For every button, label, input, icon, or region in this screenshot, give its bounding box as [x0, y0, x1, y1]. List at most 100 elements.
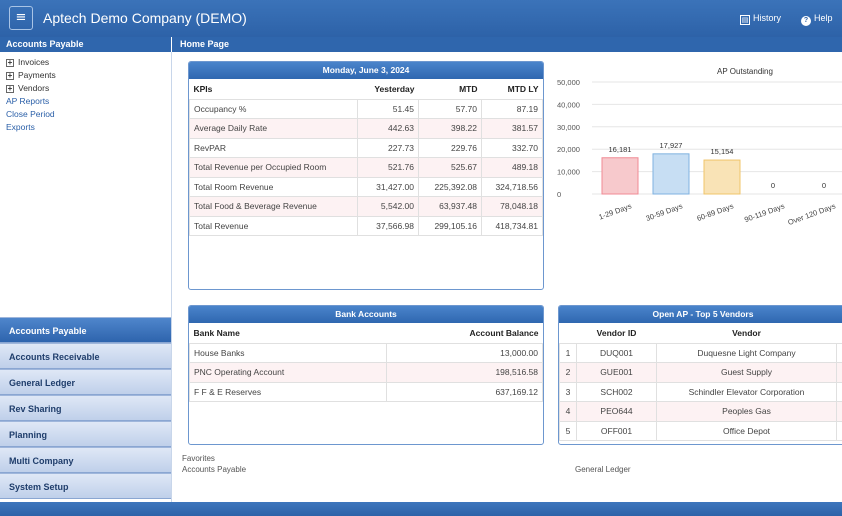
kpi-col-header: Yesterday — [374, 83, 415, 94]
bank-name: House Banks — [189, 342, 387, 363]
nav-rev-sharing[interactable]: Rev Sharing — [0, 395, 171, 421]
chart-y-tick: 30,000 — [557, 123, 580, 132]
tree-item-vendors[interactable]: + Vendors — [6, 82, 56, 95]
vendor-name: Office Depot — [656, 420, 837, 441]
kpi-value: 87.19 — [481, 98, 543, 119]
vendor-name: Guest Supply — [656, 362, 837, 383]
vendor-rank: 3 — [559, 381, 577, 402]
tree-item-payments[interactable]: + Payments — [6, 69, 56, 82]
vendor-row[interactable]: 5 OFF001 Office Depot — [559, 420, 842, 441]
left-section-title: Accounts Payable — [0, 37, 171, 52]
vendors-col-header-index — [560, 323, 577, 343]
bank-balance: 198,516.58 — [386, 362, 543, 383]
vendor-id: GUE001 — [576, 362, 657, 383]
footer-bar — [0, 502, 842, 516]
expand-icon[interactable]: + — [6, 84, 14, 93]
chart-bar — [601, 157, 639, 195]
nav-accounts-payable[interactable]: Accounts Payable — [0, 317, 171, 343]
vendor-row[interactable]: 1 DUQ001 Duquesne Light Company — [559, 342, 842, 363]
kpi-value: 332.70 — [481, 137, 543, 158]
module-nav: Accounts Payable Accounts Receivable Gen… — [0, 317, 171, 499]
ap-outstanding-svg: AP Outstanding 0 10,000 20,000 30,000 40,000 5… — [557, 67, 842, 227]
kpi-value: 229.76 — [418, 137, 482, 158]
vendor-row[interactable]: 3 SCH002 Schindler Elevator Corporation — [559, 381, 842, 402]
kpi-row: Average Daily Rate 442.63 398.22 381.57 — [189, 118, 543, 139]
kpi-value: 381.57 — [481, 118, 543, 139]
ap-outstanding-chart: AP Outstanding 0 10,000 20,000 30,000 40,000 5… — [555, 60, 842, 240]
menu-icon[interactable]: ≡ — [9, 6, 33, 30]
chart-x-tick: 60-89 Days — [696, 201, 735, 223]
top-vendors-panel: Open AP - Top 5 Vendors Vendor ID Vendor… — [558, 305, 842, 445]
vendor-extra-cell — [836, 401, 842, 422]
link-ap-reports[interactable]: AP Reports — [6, 96, 50, 106]
tree-item-invoices[interactable]: + Invoices — [6, 56, 56, 69]
history-icon: ▤ — [740, 15, 750, 25]
sidebar-divider — [171, 52, 172, 502]
nav-system-setup[interactable]: System Setup — [0, 473, 171, 499]
link-exports[interactable]: Exports — [6, 122, 35, 132]
vendors-col-header: Vendor ID — [596, 327, 637, 338]
kpi-col-header: MTD — [459, 83, 478, 94]
chart-data-label: 17,927 — [660, 141, 683, 150]
kpi-value: 51.45 — [357, 98, 419, 119]
vendor-id: OFF001 — [576, 420, 657, 441]
link-close-period[interactable]: Close Period — [6, 109, 55, 119]
kpi-value: 324,718.56 — [481, 176, 543, 197]
vendor-extra-cell — [836, 420, 842, 441]
kpi-header-row: KPIs Yesterday MTD MTD LY — [190, 79, 543, 99]
expand-icon[interactable]: + — [6, 71, 14, 80]
chart-data-label: 0 — [822, 181, 826, 190]
vendor-name: Schindler Elevator Corporation — [656, 381, 837, 402]
bank-row[interactable]: PNC Operating Account 198,516.58 — [189, 362, 543, 383]
vendor-name: Peoples Gas — [656, 401, 837, 422]
bank-row[interactable]: F F & E Reserves 637,169.12 — [189, 381, 543, 402]
history-link[interactable]: ▤ History — [740, 13, 781, 25]
chart-data-label: 0 — [771, 181, 775, 190]
kpi-label: RevPAR — [189, 137, 358, 158]
nav-multi-company[interactable]: Multi Company — [0, 447, 171, 473]
chart-x-tick: 30-59 Days — [645, 201, 684, 223]
vendor-row[interactable]: 4 PEO644 Peoples Gas — [559, 401, 842, 422]
vendor-extra-cell — [836, 342, 842, 363]
vendors-table: Vendor ID Vendor 1 DUQ001 Duquesne Light C… — [559, 323, 842, 441]
bank-row[interactable]: House Banks 13,000.00 — [189, 342, 543, 363]
kpi-value: 418,734.81 — [481, 215, 543, 236]
chart-x-tick: 1-29 Days — [597, 201, 632, 221]
chart-data-label: 15,154 — [711, 147, 734, 156]
vendors-panel-title: Open AP - Top 5 Vendors — [559, 306, 842, 323]
expand-icon[interactable]: + — [6, 58, 14, 67]
vendors-header-row: Vendor ID Vendor — [560, 323, 842, 343]
page-title: Home Page — [171, 37, 842, 52]
chart-x-tick: Over 120 Days — [787, 201, 837, 227]
kpi-date-title: Monday, June 3, 2024 — [189, 62, 543, 79]
kpi-value: 63,937.48 — [418, 196, 482, 217]
chart-y-tick: 20,000 — [557, 145, 580, 154]
kpi-row: Total Food & Beverage Revenue 5,542.00 63,… — [189, 196, 543, 217]
nav-accounts-receivable[interactable]: Accounts Receivable — [0, 343, 171, 369]
kpi-col-header: MTD LY — [507, 83, 539, 94]
chart-title: AP Outstanding — [717, 67, 773, 76]
favorite-accounts-payable[interactable]: Accounts Payable — [182, 465, 247, 474]
bank-col-header: Account Balance — [469, 327, 539, 338]
nav-planning[interactable]: Planning — [0, 421, 171, 447]
vendor-row[interactable]: 2 GUE001 Guest Supply — [559, 362, 842, 383]
vendors-col-header-extra — [837, 323, 842, 343]
kpi-col-header: KPIs — [193, 83, 213, 94]
kpi-value: 398.22 — [418, 118, 482, 139]
kpi-label: Total Food & Beverage Revenue — [189, 196, 358, 217]
kpi-row: RevPAR 227.73 229.76 332.70 — [189, 137, 543, 158]
tree-item-label: Vendors — [18, 83, 50, 93]
kpi-label: Occupancy % — [189, 98, 358, 119]
favorites-label: Favorites — [182, 454, 215, 463]
ap-tree: + Invoices + Payments + Vendors AP Reports … — [6, 56, 56, 134]
help-link[interactable]: ? Help — [801, 13, 833, 26]
vendor-name: Duquesne Light Company — [656, 342, 837, 363]
chart-bar — [652, 153, 690, 195]
vendor-rank: 2 — [559, 362, 577, 383]
kpi-row: Occupancy % 51.45 57.70 87.19 — [189, 98, 543, 119]
bank-panel-title: Bank Accounts — [189, 306, 543, 323]
kpi-value: 5,542.00 — [357, 196, 419, 217]
vendor-rank: 1 — [559, 342, 577, 363]
favorite-general-ledger[interactable]: General Ledger — [575, 465, 631, 474]
nav-general-ledger[interactable]: General Ledger — [0, 369, 171, 395]
